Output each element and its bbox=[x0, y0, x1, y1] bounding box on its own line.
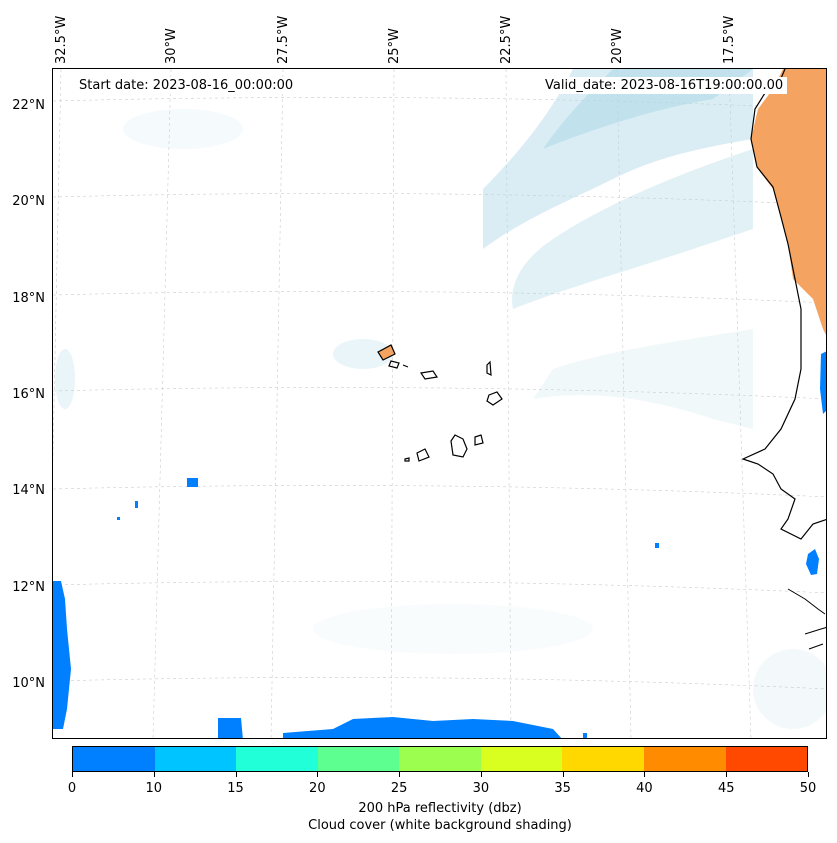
colorbar-tick-label: 25 bbox=[390, 781, 408, 796]
colorbar bbox=[72, 746, 808, 772]
colorbar-tickmark bbox=[808, 772, 809, 777]
colorbar-segment bbox=[643, 747, 726, 771]
colorbar-tickmark bbox=[644, 772, 646, 777]
lon-label-32-5w: 32.5°W bbox=[54, 15, 69, 64]
africa-land bbox=[751, 69, 826, 335]
colorbar-tick-label: 20 bbox=[309, 781, 326, 796]
lat-label-12n: 12°N bbox=[12, 580, 45, 595]
colorbar-segment bbox=[399, 747, 481, 771]
lat-label-22n: 22°N bbox=[12, 98, 45, 113]
lat-label-16n: 16°N bbox=[12, 387, 45, 402]
colorbar-tickmark bbox=[153, 772, 155, 777]
colorbar-tickmark bbox=[726, 772, 728, 777]
colorbar-tickmark bbox=[562, 772, 564, 777]
lon-label-30w: 30°W bbox=[164, 28, 179, 64]
colorbar-subtitle: Cloud cover (white background shading) bbox=[308, 818, 572, 833]
colorbar-segment bbox=[236, 747, 318, 771]
colorbar-segment bbox=[480, 747, 563, 771]
colorbar-segment bbox=[73, 747, 155, 771]
map-canvas bbox=[53, 69, 826, 738]
colorbar-tick-label: 0 bbox=[67, 781, 77, 796]
colorbar-segment bbox=[562, 747, 644, 771]
colorbar-title: 200 hPa reflectivity (dbz) bbox=[358, 801, 522, 816]
colorbar-segment bbox=[725, 747, 808, 771]
lon-label-27-5w: 27.5°W bbox=[276, 15, 291, 64]
lon-label-17-5w: 17.5°W bbox=[722, 15, 737, 64]
colorbar-tickmark bbox=[72, 772, 73, 777]
colorbar-tickmark bbox=[235, 772, 237, 777]
colorbar-tick-label: 15 bbox=[227, 781, 244, 796]
lat-label-18n: 18°N bbox=[12, 291, 45, 306]
reflectivity-echoes bbox=[53, 351, 826, 738]
graticule bbox=[53, 69, 826, 738]
colorbar-tick-label: 50 bbox=[799, 781, 817, 796]
cape-verde-islands bbox=[377, 344, 503, 462]
lon-label-22-5w: 22.5°W bbox=[499, 15, 514, 64]
colorbar-tick-label: 35 bbox=[554, 781, 571, 796]
lat-label-10n: 10°N bbox=[12, 676, 45, 691]
colorbar-tickmark bbox=[317, 772, 319, 777]
cloud-cover bbox=[55, 69, 826, 729]
start-date-label: Start date: 2023-08-16_00:00:00 bbox=[75, 77, 298, 94]
colorbar-segment bbox=[154, 747, 237, 771]
map-panel[interactable] bbox=[52, 68, 827, 739]
africa-coastline bbox=[741, 69, 826, 540]
colorbar-tickmark bbox=[399, 772, 401, 777]
colorbar-tick-label: 30 bbox=[472, 781, 490, 796]
colorbar-tickmark bbox=[480, 772, 482, 777]
lat-label-14n: 14°N bbox=[12, 483, 45, 498]
colorbar-segment bbox=[317, 747, 400, 771]
lon-label-25w: 25°W bbox=[387, 28, 402, 64]
valid-date-label: Valid_date: 2023-08-16T19:00:00.00 bbox=[541, 77, 788, 94]
africa-coast-inlets bbox=[787, 588, 826, 650]
colorbar-tick-label: 40 bbox=[636, 781, 653, 796]
colorbar-tick-label: 45 bbox=[717, 781, 735, 796]
lat-label-20n: 20°N bbox=[12, 194, 45, 209]
colorbar-tick-label: 10 bbox=[145, 781, 163, 796]
lon-label-20w: 20°W bbox=[610, 28, 625, 64]
